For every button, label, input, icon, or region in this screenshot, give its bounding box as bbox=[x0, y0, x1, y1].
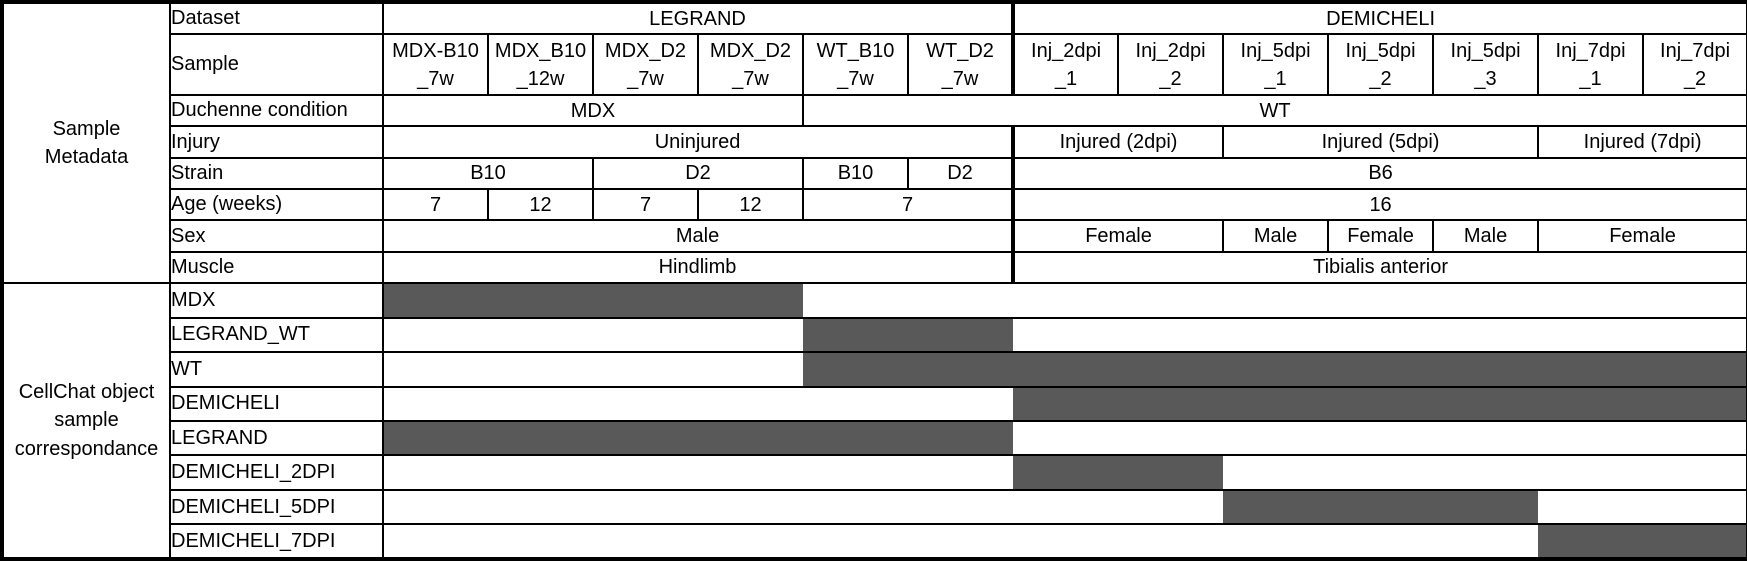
sample-cell: MDX_D2 _7w bbox=[697, 33, 804, 96]
sample-cell: WT_B10 _7w bbox=[802, 33, 909, 96]
metadata-cell: LEGRAND bbox=[381, 0, 1015, 36]
sample-cell: Inj_5dpi _1 bbox=[1222, 33, 1330, 96]
filled-segment bbox=[1223, 488, 1539, 526]
metadata-cell: 12 bbox=[487, 188, 594, 222]
metadata-cell: DEMICHELI bbox=[1011, 0, 1747, 36]
filled-segment bbox=[1538, 523, 1747, 560]
empty-segment bbox=[383, 488, 1224, 526]
metadata-cell: 7 bbox=[382, 188, 489, 222]
metadata-row: Injury Uninjured Injured (2dpi) Injured (5d… bbox=[2, 125, 1747, 159]
empty-segment bbox=[383, 523, 1539, 560]
metadata-cell: 7 bbox=[801, 188, 1015, 222]
empty-segment bbox=[1538, 488, 1747, 526]
metadata-row: Sample MDX-B10 _7w MDX_B10 _12w MDX_D2 _7w M… bbox=[2, 33, 1747, 96]
filled-segment bbox=[1013, 454, 1224, 491]
filled-segment bbox=[803, 351, 1747, 388]
row-label: Dataset bbox=[169, 0, 384, 36]
empty-segment bbox=[383, 385, 1014, 423]
section-label-sample-metadata: Sample Metadata bbox=[1, 0, 171, 285]
row-label: Duchenne condition bbox=[169, 93, 384, 128]
empty-segment bbox=[383, 454, 1014, 491]
metadata-cell: WT bbox=[801, 93, 1747, 128]
row-label: Strain bbox=[169, 156, 384, 191]
row-label: MDX bbox=[169, 282, 384, 319]
row-label: DEMICHELI_2DPI bbox=[169, 454, 384, 491]
correspondence-row: DEMICHELI_7DPI bbox=[2, 523, 1747, 560]
empty-segment bbox=[803, 282, 1747, 319]
metadata-cell: 16 bbox=[1011, 188, 1747, 222]
metadata-cell: D2 bbox=[906, 156, 1015, 191]
section-label-cellchat-correspondence: CellChat object sample correspondance bbox=[1, 282, 171, 560]
metadata-cell: Tibialis anterior bbox=[1011, 250, 1747, 285]
sample-cell: Inj_2dpi _1 bbox=[1011, 33, 1120, 96]
metadata-cell: Injured (5dpi) bbox=[1222, 125, 1540, 159]
sample-cell: Inj_5dpi _2 bbox=[1327, 33, 1435, 96]
metadata-cell: B6 bbox=[1011, 156, 1747, 191]
correspondence-row: DEMICHELI_2DPI bbox=[2, 454, 1747, 491]
metadata-cell: Injured (2dpi) bbox=[1011, 125, 1225, 159]
metadata-cell: D2 bbox=[592, 156, 804, 191]
metadata-cell: Female bbox=[1537, 219, 1747, 253]
filled-segment bbox=[383, 282, 803, 319]
metadata-row: Sex Male Female Male Female Male Female bbox=[2, 219, 1747, 253]
empty-segment bbox=[383, 316, 803, 354]
metadata-row: Strain B10 D2 B10 D2 B6 bbox=[2, 156, 1747, 191]
correspondence-row: CellChat object sample correspondance MDX bbox=[1, 282, 1747, 560]
sample-cell: Inj_5dpi _3 bbox=[1432, 33, 1540, 96]
metadata-row: Duchenne condition MDX WT bbox=[2, 93, 1747, 128]
empty-segment bbox=[1013, 316, 1747, 354]
correspondence-row: WT bbox=[2, 351, 1747, 388]
sample-cell: MDX_B10 _12w bbox=[487, 33, 594, 96]
sample-cell: Inj_2dpi _2 bbox=[1117, 33, 1225, 96]
row-label: DEMICHELI_7DPI bbox=[169, 523, 384, 560]
row-label: WT bbox=[169, 351, 384, 388]
filled-segment bbox=[383, 419, 1014, 457]
sample-cell: MDX_D2 _7w bbox=[592, 33, 699, 96]
metadata-cell: Male bbox=[1432, 219, 1540, 253]
sample-cell: Inj_7dpi _1 bbox=[1537, 33, 1645, 96]
correspondence-row: LEGRAND_WT bbox=[2, 316, 1747, 354]
row-label: Age (weeks) bbox=[169, 188, 384, 222]
metadata-cell: Hindlimb bbox=[381, 250, 1015, 285]
row-label: DEMICHELI_5DPI bbox=[169, 488, 384, 526]
sample-cell: WT_D2 _7w bbox=[906, 33, 1015, 96]
metadata-cell: MDX bbox=[382, 93, 804, 128]
metadata-cell: Female bbox=[1327, 219, 1435, 253]
metadata-cell: Injured (7dpi) bbox=[1537, 125, 1747, 159]
row-label: Injury bbox=[169, 125, 384, 159]
correspondence-row: LEGRAND bbox=[2, 419, 1747, 457]
row-label: LEGRAND_WT bbox=[169, 316, 384, 354]
sample-cell: Inj_7dpi _2 bbox=[1642, 33, 1747, 96]
sample-cell: MDX-B10 _7w bbox=[382, 33, 489, 96]
metadata-cell: Uninjured bbox=[381, 125, 1015, 159]
row-label: Sex bbox=[169, 219, 384, 253]
correspondence-row: DEMICHELI_5DPI bbox=[2, 488, 1747, 526]
filled-segment bbox=[1013, 385, 1747, 423]
metadata-cell: Male bbox=[1222, 219, 1330, 253]
empty-segment bbox=[1013, 419, 1747, 457]
metadata-row: Muscle Hindlimb Tibialis anterior bbox=[2, 250, 1747, 285]
metadata-cell: B10 bbox=[382, 156, 594, 191]
metadata-cell: Male bbox=[381, 219, 1015, 253]
metadata-cell: 7 bbox=[592, 188, 699, 222]
correspondence-row: DEMICHELI bbox=[2, 385, 1747, 423]
metadata-cell: 12 bbox=[697, 188, 804, 222]
empty-segment bbox=[1223, 454, 1747, 491]
row-label: DEMICHELI bbox=[169, 385, 384, 423]
empty-segment bbox=[383, 351, 803, 388]
row-label: Sample bbox=[169, 33, 384, 96]
filled-segment bbox=[803, 316, 1014, 354]
row-label: Muscle bbox=[169, 250, 384, 285]
row-label: LEGRAND bbox=[169, 419, 384, 457]
metadata-cell: Female bbox=[1011, 219, 1225, 253]
metadata-row: Age (weeks) 7 12 7 12 7 16 bbox=[2, 188, 1747, 222]
metadata-cell: B10 bbox=[802, 156, 909, 191]
metadata-row: Sample Metadata Dataset LEGRAND DEMICHELI bbox=[1, 0, 1747, 285]
